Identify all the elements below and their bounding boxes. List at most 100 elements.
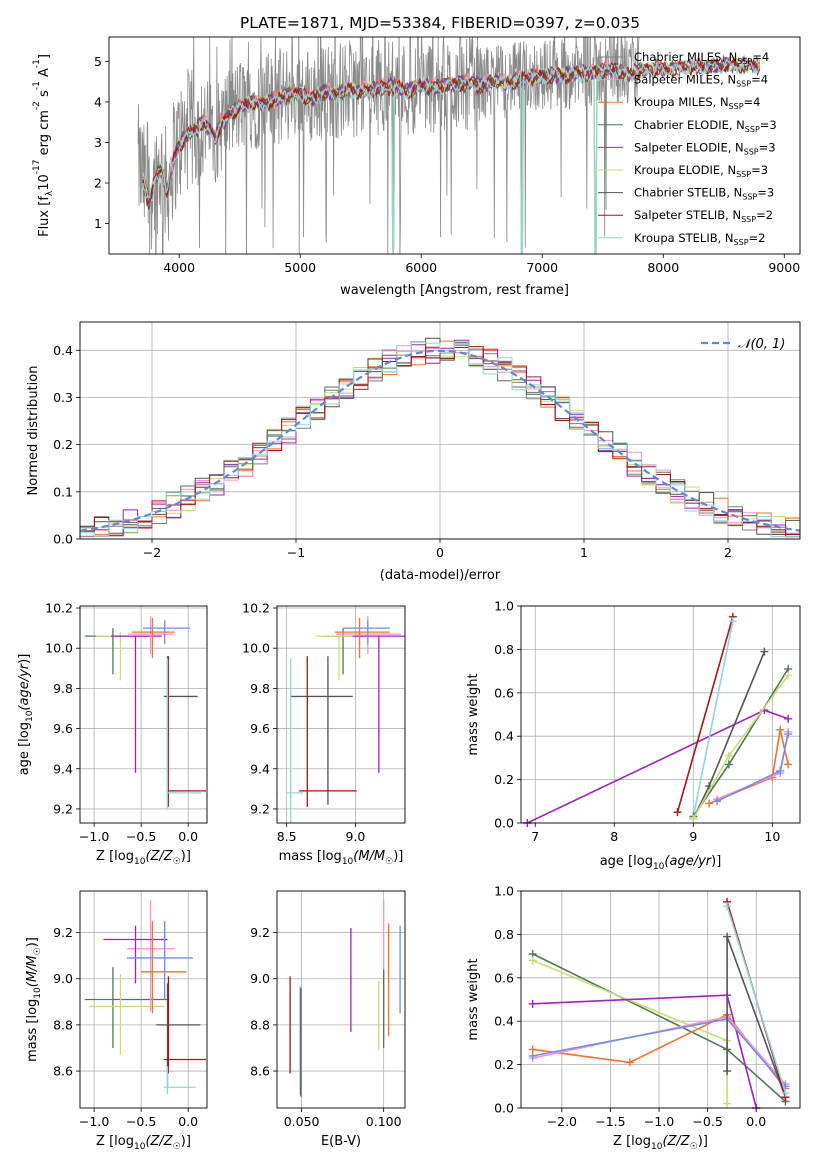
x-tick-label: −1.0 bbox=[79, 1114, 109, 1129]
x-tick-label: −2.0 bbox=[547, 1114, 577, 1129]
ticks-mass_vs_ebv: 0.050 0.100 8.6 8.8 9.0 9.2 bbox=[250, 925, 401, 1129]
panels: 4000 5000 6000 7000 8000 9000 1 2 3 4 5 wavelength … bbox=[17, 36, 801, 1152]
point-marker bbox=[705, 799, 714, 808]
point-marker bbox=[723, 932, 732, 941]
point-marker bbox=[528, 956, 537, 965]
legend-label-text: =2 bbox=[756, 208, 773, 222]
spectrum-model bbox=[142, 58, 761, 254]
errorbars-mass_vs_Z bbox=[84, 900, 207, 1095]
y-tick-label: 10.0 bbox=[45, 641, 73, 656]
x-label-part: Z [log bbox=[96, 1134, 134, 1149]
point-marker bbox=[713, 797, 722, 806]
weight_vs_Z-frame bbox=[520, 890, 801, 1109]
point-marker bbox=[673, 808, 682, 817]
y-tick-label: 1 bbox=[94, 216, 102, 231]
x-label-sub: 10 bbox=[134, 857, 146, 867]
legend-label-text: =3 bbox=[757, 186, 774, 200]
axes-age_vs_Z: −1.0 −0.5 0.0 9.2 9.4 9.6 9.8 10.0 10.2 bbox=[45, 601, 207, 844]
y-tick-label: 1.0 bbox=[494, 599, 514, 614]
normal-reference-curve bbox=[80, 349, 800, 532]
x-tick-label: 8.5 bbox=[277, 829, 297, 844]
errorbars-age_vs_Z bbox=[84, 616, 207, 809]
y-tick-label: 9.2 bbox=[250, 801, 270, 816]
point-marker bbox=[728, 617, 737, 626]
axes-age_vs_mass: 8.5 9.0 9.2 9.4 9.6 9.8 10.0 10.2 bbox=[242, 601, 405, 844]
point-marker bbox=[776, 725, 785, 734]
y-label-part: A bbox=[37, 68, 52, 81]
x-label-part: age [log bbox=[600, 854, 653, 869]
y-tick-label: 8.8 bbox=[53, 1017, 73, 1032]
legend-label-text: =4 bbox=[752, 50, 769, 64]
errorbars-mass_vs_ebv bbox=[289, 900, 401, 1097]
y-label-part: (age/yr bbox=[17, 662, 32, 710]
y-label-part: erg cm bbox=[37, 110, 52, 159]
x-axis-label: age [log10(age/yr)] bbox=[600, 854, 722, 872]
y-tick-label: 0.4 bbox=[494, 1014, 514, 1029]
legend-label-text: Chabrier ELODIE, N bbox=[634, 118, 745, 132]
point-marker bbox=[625, 1058, 634, 1067]
x-label-part: )] bbox=[711, 854, 721, 869]
y-tick-label: 0.8 bbox=[494, 642, 514, 657]
legend-label: Kroupa MILES, NSSP=4 bbox=[634, 95, 760, 111]
y-label-part: Flux [f bbox=[37, 196, 52, 237]
legend-label-sub: SSP bbox=[734, 238, 749, 247]
legend-label-text: Salpeter ELODIE, N bbox=[634, 140, 744, 154]
point-marker bbox=[784, 760, 793, 769]
y-tick-label: 0.0 bbox=[53, 532, 73, 547]
x-label-part: )] bbox=[698, 1134, 708, 1149]
figure-title: PLATE=1871, MJD=53384, FIBERID=0397, z=0… bbox=[240, 14, 640, 32]
point-marker bbox=[784, 730, 793, 739]
y-label-part: )] bbox=[17, 654, 32, 664]
legend-label: 𝒩(0, 1) bbox=[738, 337, 785, 352]
legend-label-sub: SSP bbox=[741, 215, 756, 224]
x-label-sub: ☉ bbox=[173, 857, 181, 867]
weight-series bbox=[676, 616, 734, 813]
y-tick-label: 9.2 bbox=[53, 925, 73, 940]
point-marker bbox=[528, 1051, 537, 1060]
y-tick-label: 8.6 bbox=[250, 1064, 270, 1079]
legend-label-text: Chabrier MILES, N bbox=[634, 50, 737, 64]
legend-label-text: Kroupa ELODIE, N bbox=[634, 163, 736, 177]
age_vs_Z-frame bbox=[79, 605, 208, 824]
y-tick-label: 9.6 bbox=[250, 721, 270, 736]
histograms bbox=[80, 337, 800, 538]
histogram-series bbox=[80, 341, 800, 538]
point-marker bbox=[528, 999, 537, 1008]
x-tick-label: −0.5 bbox=[692, 1114, 722, 1129]
x-tick-label: 0.0 bbox=[178, 1114, 198, 1129]
x-tick-label: 0.050 bbox=[284, 1114, 320, 1129]
y-tick-label: 2 bbox=[94, 176, 102, 191]
y-axis-label: mass weight bbox=[466, 958, 481, 1040]
legend-label: Salpeter MILES, NSSP=4 bbox=[634, 73, 768, 89]
x-label-sub: 10 bbox=[653, 862, 665, 872]
x-tick-label: −2 bbox=[143, 545, 161, 560]
y-tick-label: 0.8 bbox=[494, 927, 514, 942]
x-axis-label: Z [log10(Z/Z☉)] bbox=[96, 1134, 191, 1152]
y-tick-label: 10.2 bbox=[242, 601, 270, 616]
y-axis-label: age [log10(age/yr)] bbox=[17, 654, 35, 776]
y-tick-label: 0.3 bbox=[53, 390, 73, 405]
legend-label-text: Kroupa MILES, N bbox=[634, 95, 729, 109]
x-axis-label: wavelength [Angstrom, rest frame] bbox=[340, 283, 569, 298]
x-tick-label: 9000 bbox=[768, 260, 800, 275]
ticks-weight_vs_Z: −2.0 −1.5 −1.0 −0.5 0.0 0.0 0.2 0.4 0.6 0.8 1.0 bbox=[494, 884, 766, 1130]
y-tick-label: 0.2 bbox=[494, 772, 514, 787]
x-axis-label: (data-model)/error bbox=[380, 568, 501, 583]
x-axis-label: E(B-V) bbox=[321, 1134, 361, 1149]
legend-label-text: Chabrier STELIB, N bbox=[634, 186, 742, 200]
x-tick-label: 7 bbox=[531, 829, 539, 844]
y-tick-label: 0.2 bbox=[494, 1057, 514, 1072]
x-label-part: )] bbox=[181, 849, 191, 864]
legend-label-text: =3 bbox=[751, 163, 768, 177]
x-label-part: (Z/Z bbox=[145, 1134, 173, 1149]
legend-label-sub: SSP bbox=[742, 193, 757, 202]
y-tick-label: 0.4 bbox=[53, 343, 73, 358]
age_vs_mass-frame bbox=[276, 605, 406, 824]
point-marker bbox=[724, 760, 733, 769]
y-tick-label: 9.4 bbox=[53, 761, 73, 776]
x-axis-label: Z [log10(Z/Z☉)] bbox=[613, 1134, 708, 1152]
x-tick-label: −1 bbox=[287, 545, 305, 560]
legend-label: Salpeter STELIB, NSSP=2 bbox=[634, 208, 773, 224]
